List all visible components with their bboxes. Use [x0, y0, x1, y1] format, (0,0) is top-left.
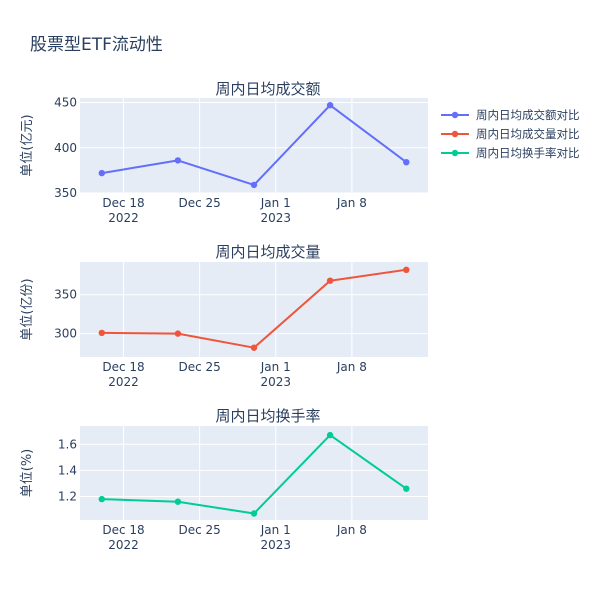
data-point[interactable]	[250, 344, 258, 351]
legend-label: 周内日均换手率对比	[476, 146, 580, 160]
data-point[interactable]	[250, 510, 258, 517]
subplot-title: 周内日均换手率	[215, 407, 320, 425]
x-tick-label: Dec 18	[102, 523, 144, 537]
data-point[interactable]	[403, 159, 410, 166]
data-point[interactable]	[98, 169, 106, 177]
figure-title: 股票型ETF流动性	[30, 35, 163, 55]
legend-label: 周内日均成交额对比	[476, 108, 580, 122]
legend-item[interactable]: 周内日均成交量对比	[441, 127, 580, 141]
subplot-title: 周内日均成交量	[215, 243, 320, 261]
x-tick-year-label: 2022	[108, 538, 139, 552]
data-point[interactable]	[174, 498, 182, 505]
data-point[interactable]	[403, 266, 410, 273]
legend-item[interactable]: 周内日均换手率对比	[441, 146, 580, 160]
data-point[interactable]	[98, 329, 106, 337]
x-tick-year-label: 2022	[108, 375, 139, 389]
x-tick-label: Jan 8	[336, 523, 367, 537]
x-tick-label: Dec 18	[102, 196, 144, 210]
y-tick-label: 1.4	[58, 463, 77, 477]
x-tick-year-label: 2023	[260, 375, 291, 389]
x-tick-year-label: 2023	[260, 538, 291, 552]
x-tick-label: Jan 1	[260, 523, 291, 537]
x-tick-label: Jan 1	[260, 196, 291, 210]
data-point[interactable]	[174, 157, 182, 164]
data-point[interactable]	[98, 495, 106, 503]
y-tick-label: 400	[54, 141, 77, 155]
x-tick-label: Jan 8	[336, 196, 367, 210]
y-tick-label: 300	[54, 327, 77, 341]
legend-label: 周内日均成交量对比	[476, 127, 580, 141]
y-tick-label: 450	[54, 96, 77, 110]
x-tick-label: Dec 25	[178, 196, 220, 210]
x-tick-year-label: 2022	[108, 211, 139, 225]
legend-marker	[451, 111, 459, 119]
x-tick-label: Dec 25	[178, 523, 220, 537]
plot-area	[80, 426, 428, 520]
plot-area	[80, 262, 428, 357]
y-axis-label: 单位(亿份)	[20, 278, 35, 340]
x-tick-label: Jan 8	[336, 360, 367, 374]
y-axis-label: 单位(亿元)	[20, 114, 35, 176]
plot-area	[80, 98, 428, 193]
x-tick-label: Dec 25	[178, 360, 220, 374]
legend-marker	[451, 149, 459, 157]
legend-marker	[451, 130, 459, 138]
legend-item[interactable]: 周内日均成交额对比	[441, 108, 580, 122]
data-point[interactable]	[250, 181, 258, 189]
x-tick-label: Jan 1	[260, 360, 291, 374]
data-point[interactable]	[326, 102, 334, 109]
data-point[interactable]	[403, 485, 410, 492]
y-tick-label: 350	[54, 288, 77, 302]
y-tick-label: 1.2	[58, 490, 77, 504]
y-tick-label: 1.6	[58, 437, 77, 451]
y-tick-label: 350	[54, 186, 77, 200]
x-tick-year-label: 2023	[260, 211, 291, 225]
data-point[interactable]	[326, 277, 334, 284]
data-point[interactable]	[326, 431, 334, 439]
data-point[interactable]	[174, 330, 182, 337]
subplot-title: 周内日均成交额	[215, 80, 320, 98]
x-tick-label: Dec 18	[102, 360, 144, 374]
y-axis-label: 单位(%)	[20, 449, 35, 498]
